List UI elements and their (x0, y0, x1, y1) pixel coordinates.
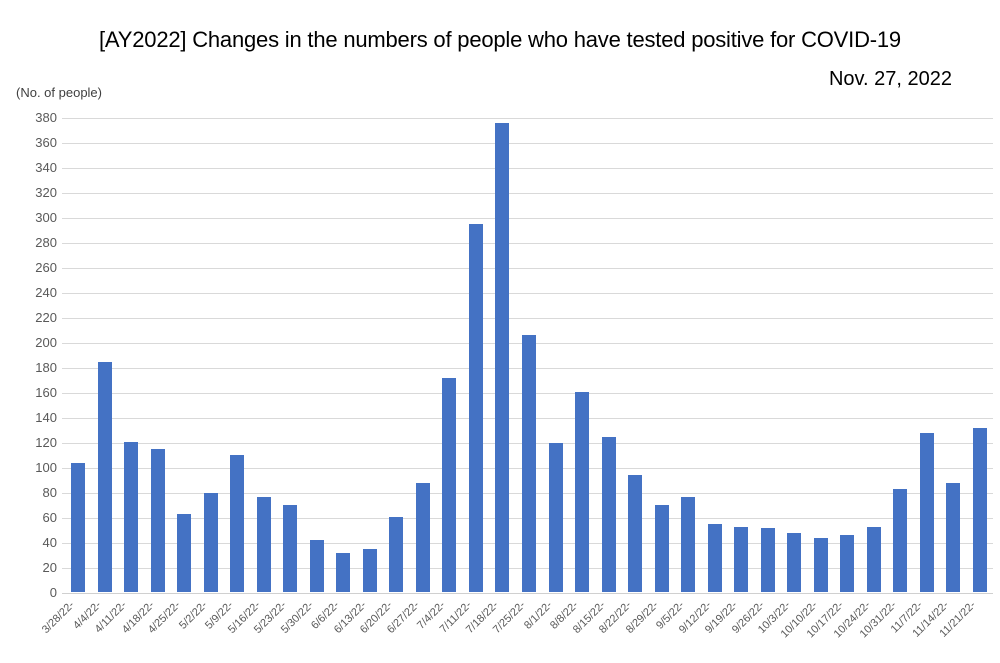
bar (522, 335, 536, 592)
bar (787, 533, 801, 592)
bar (257, 497, 271, 592)
bar (204, 493, 218, 592)
bar (283, 505, 297, 592)
bar (230, 455, 244, 592)
gridline (62, 243, 993, 244)
bar (575, 392, 589, 592)
y-tick-label: 40 (42, 535, 57, 550)
bar (177, 514, 191, 592)
bar (98, 362, 112, 592)
y-tick-label: 140 (35, 410, 57, 425)
bar (310, 540, 324, 592)
x-axis-line (62, 593, 993, 594)
y-tick-label: 100 (35, 460, 57, 475)
gridline (62, 193, 993, 194)
y-tick-label: 20 (42, 560, 57, 575)
y-tick-label: 160 (35, 385, 57, 400)
y-tick-label: 200 (35, 335, 57, 350)
y-tick-label: 340 (35, 160, 57, 175)
y-tick-label: 300 (35, 210, 57, 225)
gridline (62, 318, 993, 319)
bar (681, 497, 695, 592)
date-label: Nov. 27, 2022 (828, 68, 952, 90)
bar (151, 449, 165, 592)
bar (893, 489, 907, 592)
bar (761, 528, 775, 592)
bar (946, 483, 960, 592)
gridline (62, 268, 993, 269)
bar (124, 442, 138, 592)
y-tick-label: 360 (35, 135, 57, 150)
bar (655, 505, 669, 592)
gridline (62, 168, 993, 169)
gridline (62, 218, 993, 219)
bar (602, 437, 616, 592)
bar (442, 378, 456, 592)
y-tick-label: 280 (35, 235, 57, 250)
bar (416, 483, 430, 592)
y-tick-label: 220 (35, 310, 57, 325)
y-tick-label: 180 (35, 360, 57, 375)
bar (840, 535, 854, 592)
y-tick-label: 320 (35, 185, 57, 200)
gridline (62, 118, 993, 119)
bar (734, 527, 748, 592)
y-axis-unit-label: (No. of people) (16, 85, 102, 100)
chart-title: [AY2022] Changes in the numbers of peopl… (99, 27, 901, 52)
bar (336, 553, 350, 592)
bar (363, 549, 377, 592)
bar (495, 123, 509, 592)
bar (708, 524, 722, 592)
bar (549, 443, 563, 592)
y-tick-label: 380 (35, 110, 57, 125)
bar (920, 433, 934, 592)
bar (71, 463, 85, 592)
bar (389, 517, 403, 592)
y-tick-label: 80 (42, 485, 57, 500)
gridline (62, 143, 993, 144)
bar (814, 538, 828, 592)
gridline (62, 293, 993, 294)
bar (628, 475, 642, 592)
y-tick-label: 120 (35, 435, 57, 450)
y-tick-label: 260 (35, 260, 57, 275)
bar (867, 527, 881, 592)
y-tick-label: 0 (49, 585, 57, 600)
bar (469, 224, 483, 592)
y-tick-label: 60 (42, 510, 57, 525)
bar (973, 428, 987, 592)
y-tick-label: 240 (35, 285, 57, 300)
